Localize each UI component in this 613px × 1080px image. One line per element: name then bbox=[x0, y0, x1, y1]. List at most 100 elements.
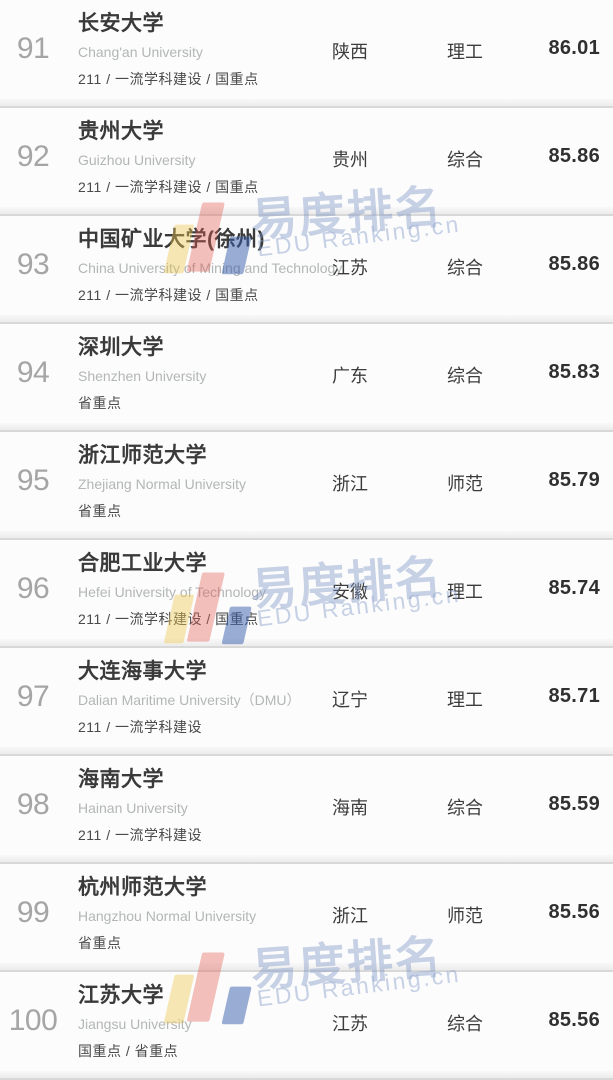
row-separator bbox=[0, 963, 613, 972]
category-cell: 师范 bbox=[447, 474, 483, 494]
rank-number: 92 bbox=[16, 140, 50, 173]
university-name-cn: 长安大学 bbox=[78, 12, 164, 35]
university-name-en: Hainan University bbox=[78, 800, 188, 816]
rank-number: 99 bbox=[16, 896, 50, 929]
university-name-en: Hangzhou Normal University bbox=[78, 908, 257, 924]
university-name-en: Shenzhen University bbox=[78, 368, 207, 384]
ranking-row[interactable]: 100 江苏大学 Jiangsu University 国重点 / 省重点 江苏… bbox=[0, 972, 613, 1071]
university-tags: 省重点 bbox=[78, 395, 122, 411]
university-name-block: 浙江师范大学 Zhejiang Normal University 省重点 bbox=[78, 444, 246, 519]
university-tags: 211 / 一流学科建设 / 国重点 bbox=[78, 611, 259, 627]
ranking-row[interactable]: 97 大连海事大学 Dalian Maritime University（DMU… bbox=[0, 648, 613, 747]
row-separator bbox=[0, 99, 613, 108]
ranking-row[interactable]: 96 合肥工业大学 Hefei University of Technology… bbox=[0, 540, 613, 639]
university-name-block: 大连海事大学 Dalian Maritime University（DMU） 2… bbox=[78, 660, 300, 735]
category-cell: 综合 bbox=[447, 366, 483, 386]
score-cell: 85.71 bbox=[548, 685, 600, 707]
university-name-en: Chang'an University bbox=[78, 44, 203, 60]
ranking-row[interactable]: 98 海南大学 Hainan University 211 / 一流学科建设 海… bbox=[0, 756, 613, 855]
university-tags: 省重点 bbox=[78, 503, 122, 519]
university-name-block: 海南大学 Hainan University 211 / 一流学科建设 bbox=[78, 768, 202, 843]
score-cell: 85.56 bbox=[548, 1009, 600, 1031]
category-cell: 综合 bbox=[447, 150, 483, 170]
row-separator bbox=[0, 747, 613, 756]
rank-number: 97 bbox=[16, 680, 50, 713]
university-name-block: 合肥工业大学 Hefei University of Technology 21… bbox=[78, 552, 266, 627]
row-separator bbox=[0, 1071, 613, 1080]
university-name-cn: 海南大学 bbox=[78, 768, 164, 791]
score-cell: 85.79 bbox=[548, 469, 600, 491]
ranking-row[interactable]: 95 浙江师范大学 Zhejiang Normal University 省重点… bbox=[0, 432, 613, 531]
university-name-cn: 深圳大学 bbox=[78, 336, 164, 359]
university-name-block: 长安大学 Chang'an University 211 / 一流学科建设 / … bbox=[78, 12, 259, 87]
university-name-block: 深圳大学 Shenzhen University 省重点 bbox=[78, 336, 206, 411]
university-tags: 211 / 一流学科建设 / 国重点 bbox=[78, 179, 259, 195]
university-name-en: Jiangsu University bbox=[78, 1016, 192, 1032]
row-separator bbox=[0, 315, 613, 324]
province-cell: 广东 bbox=[332, 366, 368, 386]
university-name-block: 江苏大学 Jiangsu University 国重点 / 省重点 bbox=[78, 984, 192, 1059]
ranking-row[interactable]: 91 长安大学 Chang'an University 211 / 一流学科建设… bbox=[0, 0, 613, 99]
score-cell: 85.74 bbox=[548, 577, 600, 599]
university-tags: 211 / 一流学科建设 bbox=[78, 827, 202, 843]
university-name-cn: 贵州大学 bbox=[78, 120, 164, 143]
row-separator bbox=[0, 207, 613, 216]
university-name-cn: 浙江师范大学 bbox=[78, 444, 207, 467]
category-cell: 师范 bbox=[447, 906, 483, 926]
university-name-block: 中国矿业大学(徐州) China University of Mining an… bbox=[78, 228, 342, 303]
row-separator bbox=[0, 423, 613, 432]
rank-number: 98 bbox=[16, 788, 50, 821]
province-cell: 海南 bbox=[332, 798, 368, 818]
province-cell: 浙江 bbox=[332, 474, 368, 494]
university-name-cn: 中国矿业大学(徐州) bbox=[78, 228, 265, 251]
university-name-en: Dalian Maritime University（DMU） bbox=[78, 692, 301, 708]
category-cell: 理工 bbox=[447, 690, 483, 710]
rank-number: 100 bbox=[8, 1004, 58, 1037]
university-tags: 国重点 / 省重点 bbox=[78, 1043, 179, 1059]
university-name-block: 贵州大学 Guizhou University 211 / 一流学科建设 / 国… bbox=[78, 120, 259, 195]
university-tags: 211 / 一流学科建设 / 国重点 bbox=[78, 287, 259, 303]
score-cell: 85.86 bbox=[548, 253, 600, 275]
province-cell: 安徽 bbox=[332, 582, 368, 602]
score-cell: 86.01 bbox=[548, 37, 600, 59]
ranking-row[interactable]: 92 贵州大学 Guizhou University 211 / 一流学科建设 … bbox=[0, 108, 613, 207]
university-name-en: Zhejiang Normal University bbox=[78, 476, 247, 492]
province-cell: 陕西 bbox=[332, 42, 368, 62]
rank-number: 91 bbox=[16, 32, 50, 65]
category-cell: 理工 bbox=[447, 42, 483, 62]
category-cell: 理工 bbox=[447, 582, 483, 602]
university-name-cn: 杭州师范大学 bbox=[78, 876, 207, 899]
rank-number: 95 bbox=[16, 464, 50, 497]
province-cell: 浙江 bbox=[332, 906, 368, 926]
province-cell: 贵州 bbox=[332, 150, 368, 170]
category-cell: 综合 bbox=[447, 1014, 483, 1034]
province-cell: 江苏 bbox=[332, 258, 368, 278]
rank-number: 93 bbox=[16, 248, 50, 281]
province-cell: 江苏 bbox=[332, 1014, 368, 1034]
university-tags: 211 / 一流学科建设 / 国重点 bbox=[78, 71, 259, 87]
university-name-cn: 合肥工业大学 bbox=[78, 552, 207, 575]
ranking-row[interactable]: 94 深圳大学 Shenzhen University 省重点 广东 综合 85… bbox=[0, 324, 613, 423]
rank-number: 94 bbox=[16, 356, 50, 389]
ranking-row[interactable]: 93 中国矿业大学(徐州) China University of Mining… bbox=[0, 216, 613, 315]
province-cell: 辽宁 bbox=[332, 690, 368, 710]
score-cell: 85.83 bbox=[548, 361, 600, 383]
row-separator bbox=[0, 639, 613, 648]
university-name-en: China University of Mining and Technolog… bbox=[78, 260, 343, 276]
university-tags: 省重点 bbox=[78, 935, 122, 951]
score-cell: 85.56 bbox=[548, 901, 600, 923]
university-tags: 211 / 一流学科建设 bbox=[78, 719, 202, 735]
row-separator bbox=[0, 531, 613, 540]
ranking-row[interactable]: 99 杭州师范大学 Hangzhou Normal University 省重点… bbox=[0, 864, 613, 963]
university-name-cn: 江苏大学 bbox=[78, 984, 164, 1007]
score-cell: 85.59 bbox=[548, 793, 600, 815]
category-cell: 综合 bbox=[447, 258, 483, 278]
rank-number: 96 bbox=[16, 572, 50, 605]
category-cell: 综合 bbox=[447, 798, 483, 818]
university-name-en: Guizhou University bbox=[78, 152, 196, 168]
university-name-en: Hefei University of Technology bbox=[78, 584, 267, 600]
university-name-cn: 大连海事大学 bbox=[78, 660, 207, 683]
score-cell: 85.86 bbox=[548, 145, 600, 167]
